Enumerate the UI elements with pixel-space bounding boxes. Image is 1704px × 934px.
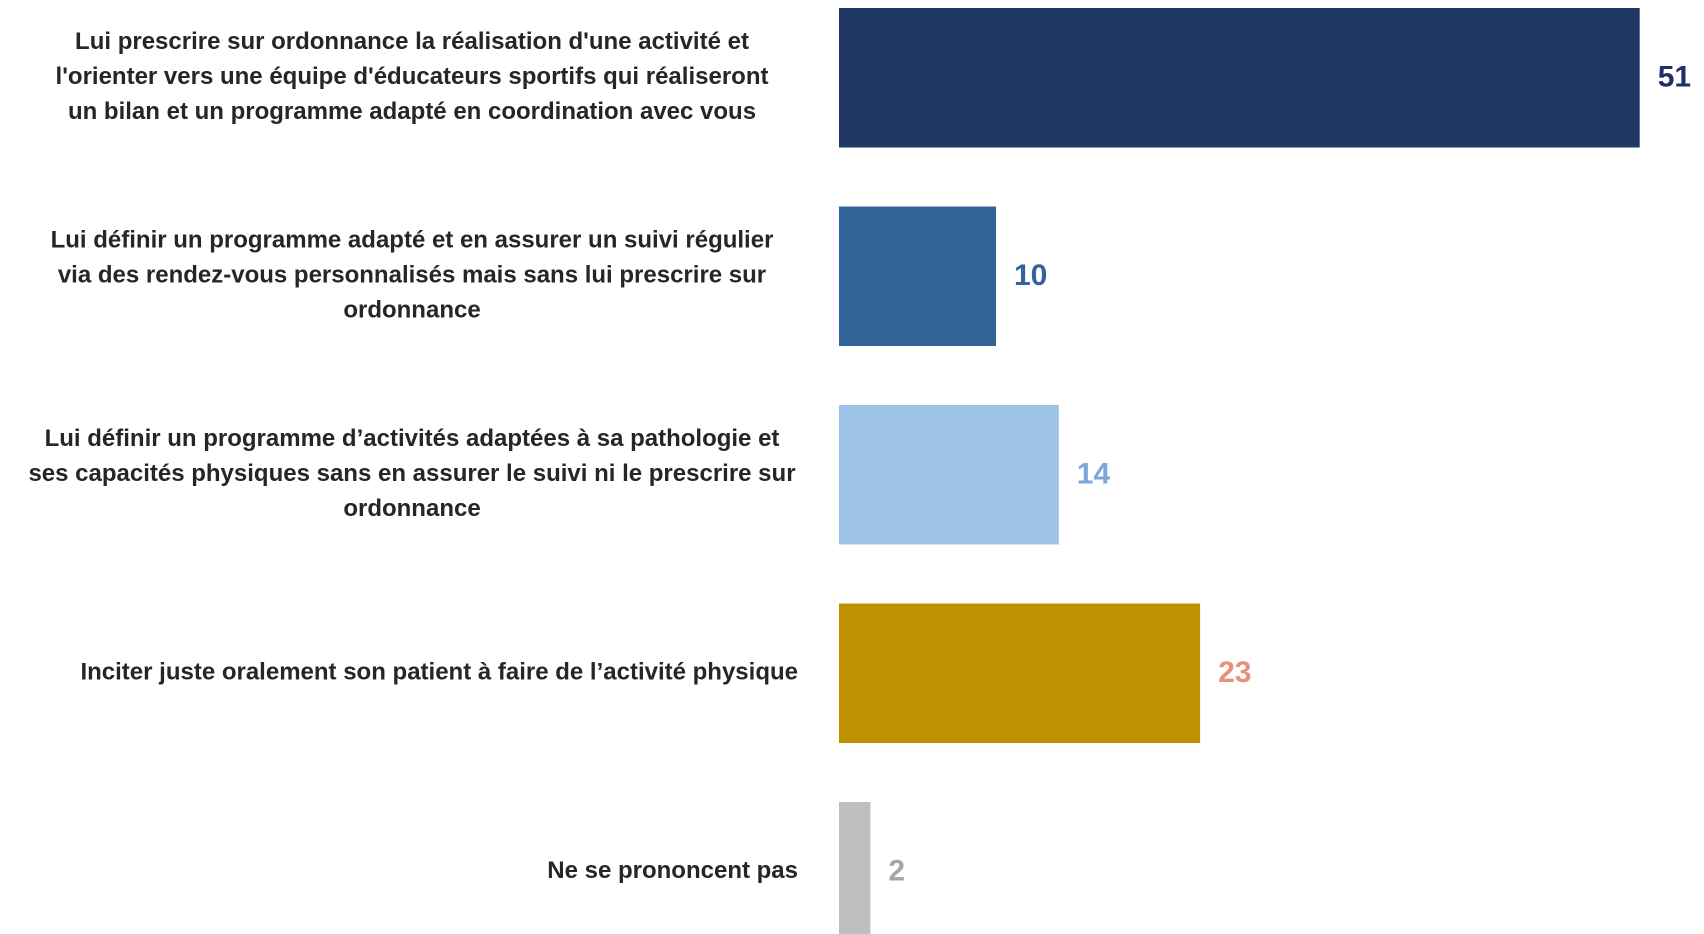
category-label: Lui prescrire sur ordonnance la réalisat…: [75, 28, 749, 55]
value-label: 10: [1014, 259, 1047, 292]
bar: [839, 603, 1201, 743]
bar: [839, 405, 1059, 545]
value-label: 23: [1218, 656, 1251, 689]
bar: [839, 206, 996, 346]
value-label: 51: [1658, 61, 1691, 94]
value-label: 14: [1077, 458, 1111, 491]
category-label: Inciter juste oralement son patient à fa…: [80, 659, 798, 686]
bar: [839, 8, 1640, 148]
category-label: l'orienter vers une équipe d'éducateurs …: [56, 63, 769, 90]
category-label: ordonnance: [343, 495, 480, 522]
category-label: ordonnance: [343, 297, 480, 324]
category-label: un bilan et un programme adapté en coord…: [68, 98, 756, 125]
category-label: ses capacités physiques sans en assurer …: [28, 460, 795, 487]
bar: [839, 802, 871, 934]
category-label: Lui définir un programme d’activités ada…: [45, 425, 780, 452]
category-label: Lui définir un programme adapté et en as…: [51, 227, 774, 254]
category-label: via des rendez-vous personnalisés mais s…: [58, 262, 766, 289]
category-label: Ne se prononcent pas: [547, 857, 798, 884]
value-label: 2: [888, 855, 905, 888]
